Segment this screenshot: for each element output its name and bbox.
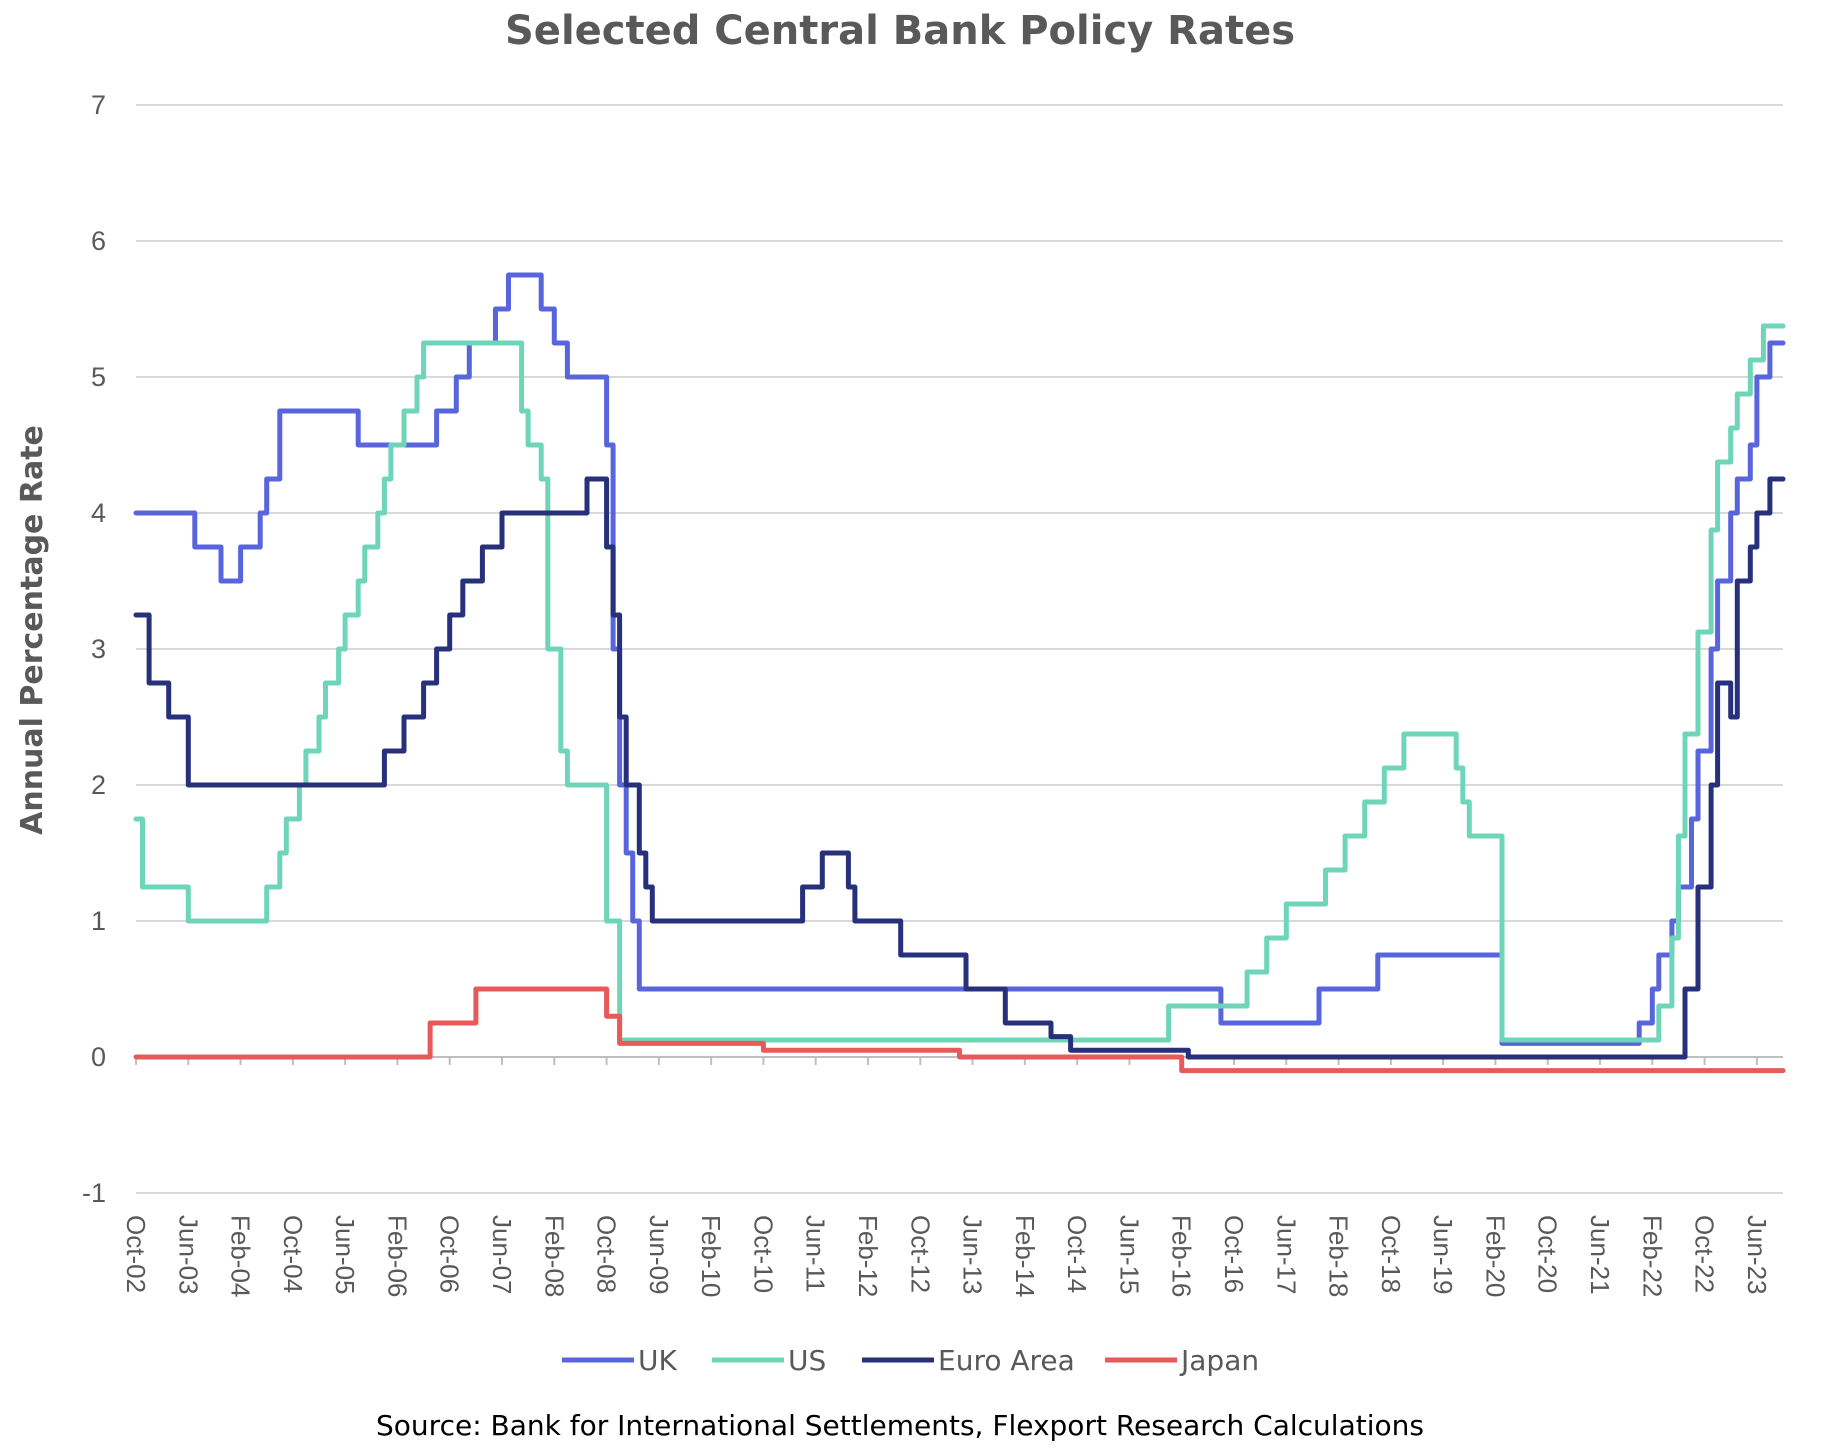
x-tick-label: Jun-13 xyxy=(958,1215,988,1295)
series-line-euro-area xyxy=(133,476,1786,1060)
x-tick-label: Jun-09 xyxy=(644,1215,674,1295)
y-tick-label: -1 xyxy=(82,1178,106,1208)
x-axis-ticks: Oct-02 Jun-03 Feb-04 Oct-04 Jun-05 Feb-06 Oct-… xyxy=(121,1057,1772,1297)
gridlines xyxy=(136,104,1783,1194)
x-tick-label: Oct-10 xyxy=(748,1215,778,1293)
y-tick-label: 6 xyxy=(91,226,106,256)
x-tick-label: Oct-14 xyxy=(1062,1215,1092,1293)
x-tick-label: Oct-20 xyxy=(1533,1215,1563,1293)
x-tick-label: Oct-12 xyxy=(905,1215,935,1293)
x-tick-label: Feb-10 xyxy=(696,1215,726,1297)
series-line-uk xyxy=(133,272,1786,1046)
x-tick-label: Feb-14 xyxy=(1010,1215,1040,1297)
x-tick-label: Jun-05 xyxy=(330,1215,360,1295)
x-tick-label: Jun-17 xyxy=(1271,1215,1301,1295)
y-tick-label: 7 xyxy=(91,90,106,120)
y-tick-label: 2 xyxy=(91,770,106,800)
x-tick-label: Oct-02 xyxy=(121,1215,151,1293)
x-tick-label: Jun-21 xyxy=(1585,1215,1615,1295)
legend: UK US Euro Area Japan xyxy=(562,1344,1259,1377)
series-line-us xyxy=(133,323,1786,1043)
x-tick-label: Feb-20 xyxy=(1480,1215,1510,1297)
x-tick-label: Oct-18 xyxy=(1376,1215,1406,1293)
x-tick-label: Jun-23 xyxy=(1742,1215,1772,1295)
x-tick-label: Jun-03 xyxy=(173,1215,203,1295)
x-tick-label: Feb-12 xyxy=(853,1215,883,1297)
x-tick-label: Oct-04 xyxy=(278,1215,308,1293)
legend-label-uk: UK xyxy=(638,1344,677,1377)
x-tick-label: Oct-22 xyxy=(1690,1215,1720,1293)
y-axis-ticks: -1 0 1 2 3 4 5 6 7 xyxy=(82,90,106,1208)
series-lines xyxy=(133,272,1786,1074)
x-tick-label: Feb-16 xyxy=(1167,1215,1197,1297)
series-line-japan xyxy=(133,986,1786,1074)
x-tick-label: Jun-15 xyxy=(1114,1215,1144,1295)
legend-label-euro-area: Euro Area xyxy=(938,1344,1075,1377)
x-tick-label: Oct-16 xyxy=(1219,1215,1249,1293)
y-tick-label: 3 xyxy=(91,634,106,664)
y-axis-label: Annual Percentage Rate xyxy=(15,425,50,835)
legend-label-us: US xyxy=(788,1344,826,1377)
chart-title: Selected Central Bank Policy Rates xyxy=(505,8,1295,54)
x-tick-label: Oct-08 xyxy=(592,1215,622,1293)
x-tick-label: Feb-04 xyxy=(226,1215,256,1297)
x-tick-label: Oct-06 xyxy=(435,1215,465,1293)
x-tick-label: Jun-11 xyxy=(801,1215,831,1293)
x-tick-label: Feb-06 xyxy=(382,1215,412,1297)
y-tick-label: 4 xyxy=(91,498,106,528)
x-tick-label: Feb-18 xyxy=(1324,1215,1354,1297)
x-tick-label: Jun-19 xyxy=(1428,1215,1458,1295)
x-tick-label: Feb-08 xyxy=(539,1215,569,1297)
y-tick-label: 5 xyxy=(91,362,106,392)
legend-label-japan: Japan xyxy=(1179,1344,1259,1377)
y-tick-label: 0 xyxy=(91,1042,106,1072)
y-tick-label: 1 xyxy=(91,906,106,936)
x-tick-label: Feb-22 xyxy=(1637,1215,1667,1297)
source-note: Source: Bank for International Settlemen… xyxy=(376,1409,1424,1442)
x-tick-label: Jun-07 xyxy=(487,1215,517,1295)
